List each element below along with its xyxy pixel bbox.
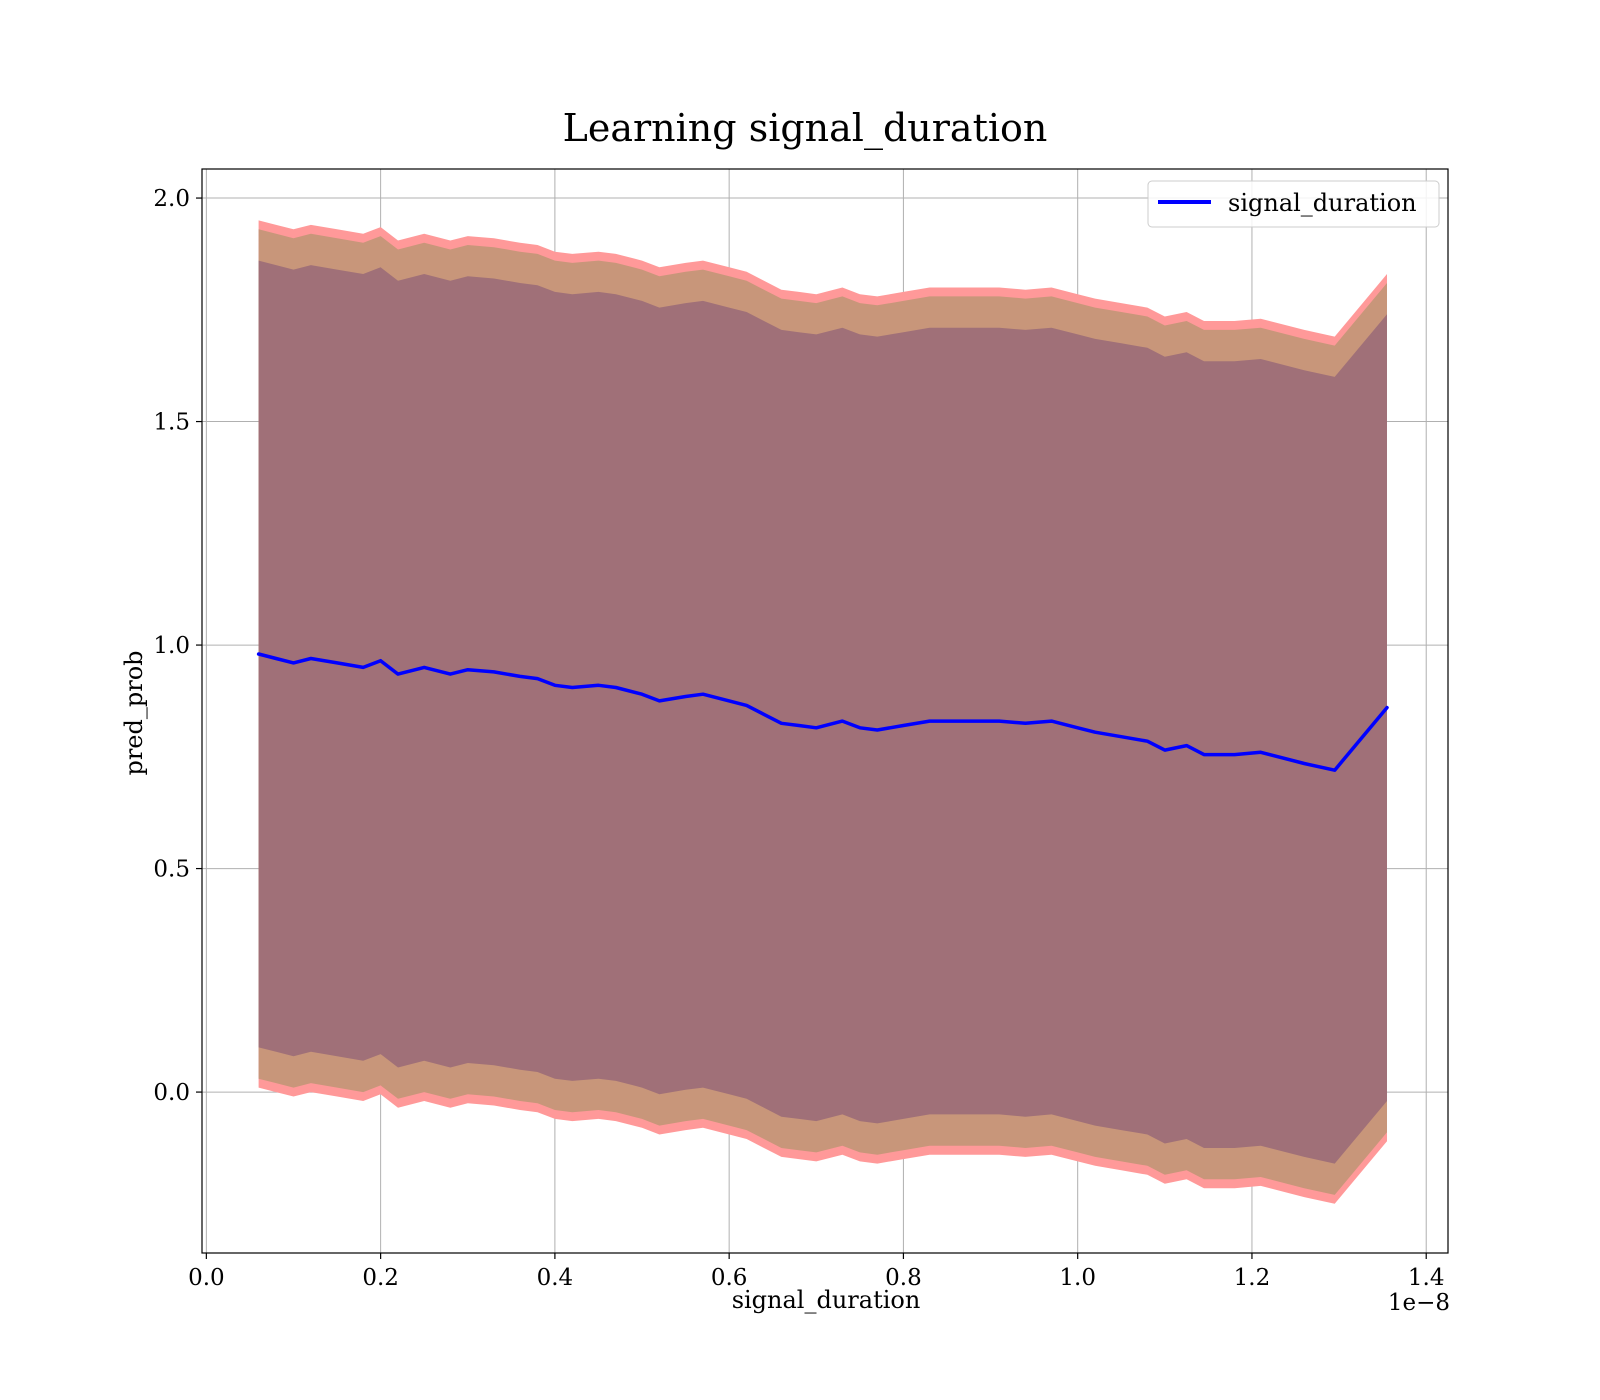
legend-frame bbox=[1147, 180, 1440, 228]
x-tick-label-5: 1.0 bbox=[1059, 1265, 1096, 1291]
x-tick-label-3: 0.6 bbox=[711, 1265, 748, 1291]
confidence-bands bbox=[258, 220, 1388, 1204]
y-axis-ticks: 0.0 0.5 1.0 1.5 2.0 bbox=[153, 186, 202, 1106]
y-tick-label-0: 0.0 bbox=[153, 1080, 190, 1106]
x-tick-label-1: 0.2 bbox=[362, 1265, 399, 1291]
y-tick-label-1: 0.5 bbox=[153, 857, 190, 883]
x-tick-label-6: 1.2 bbox=[1234, 1265, 1271, 1291]
chart-title: Learning signal_duration bbox=[563, 106, 1048, 151]
legend-entry-signal-duration: signal_duration bbox=[1228, 189, 1417, 217]
x-axis-label: signal_duration bbox=[732, 1286, 921, 1314]
y-tick-label-4: 2.0 bbox=[153, 186, 190, 212]
y-tick-label-2: 1.0 bbox=[153, 633, 190, 659]
series-line-signal_duration bbox=[256, 652, 1389, 772]
x-axis-ticks: 0.0 0.2 0.4 0.6 0.8 1.0 1.2 1.4 bbox=[188, 1253, 1445, 1291]
x-tick-label-0: 0.0 bbox=[188, 1265, 225, 1291]
x-tick-label-4: 0.8 bbox=[885, 1265, 922, 1291]
series-lines bbox=[256, 652, 1389, 772]
y-tick-label-3: 1.5 bbox=[153, 410, 190, 436]
x-axis-offset-label: 1e−8 bbox=[1388, 1290, 1450, 1316]
band-inner bbox=[258, 260, 1388, 1164]
y-axis-label: pred_prob bbox=[120, 650, 148, 775]
legend: signal_duration bbox=[1147, 180, 1440, 228]
x-tick-label-2: 0.4 bbox=[537, 1265, 574, 1291]
x-tick-label-7: 1.4 bbox=[1408, 1265, 1445, 1291]
plot-frame bbox=[201, 168, 1449, 1254]
